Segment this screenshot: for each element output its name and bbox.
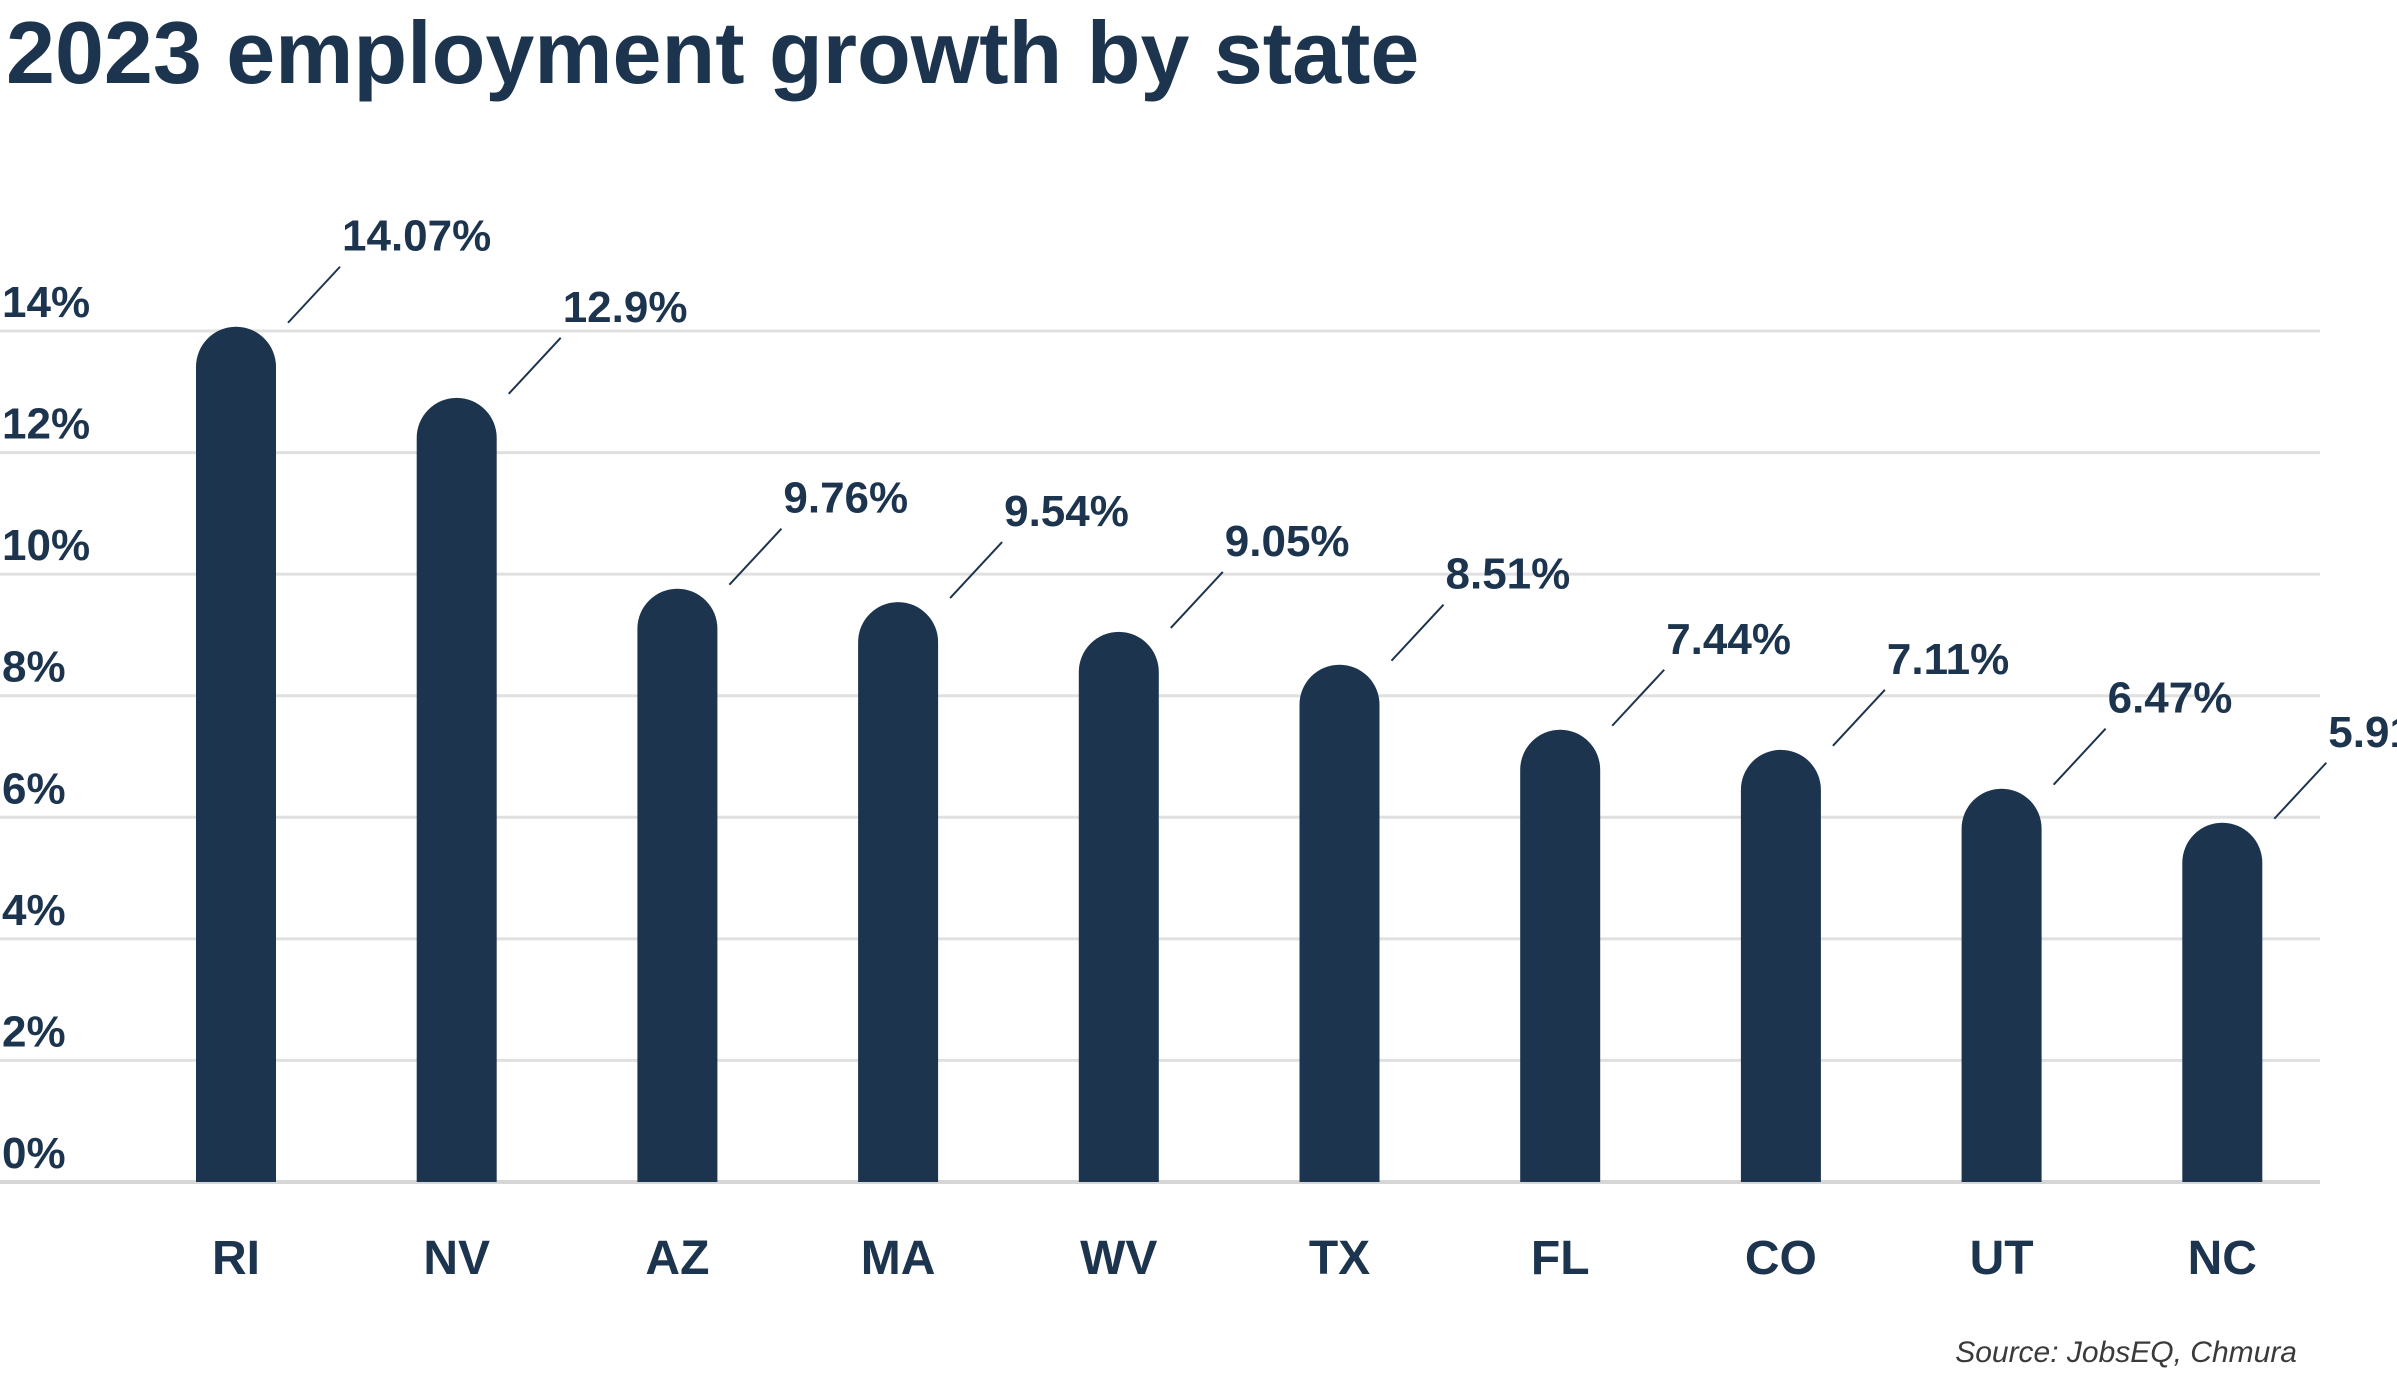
bar-ut <box>1961 788 2042 1182</box>
bar-ma <box>858 602 939 1182</box>
x-tick-label: MA <box>861 1232 936 1285</box>
x-tick-label: NV <box>423 1232 490 1285</box>
data-label: 9.76% <box>783 474 908 523</box>
x-tick-label: AZ <box>645 1232 709 1285</box>
leader-line <box>2052 728 2107 786</box>
bar-wv <box>1078 631 1159 1182</box>
bar-nc <box>2182 822 2263 1182</box>
bar-fl <box>1520 729 1601 1182</box>
gridlines <box>0 329 2320 1184</box>
data-label: 14.07% <box>342 212 491 261</box>
leader-line <box>507 337 562 395</box>
y-tick-label: 0% <box>2 1129 66 1178</box>
x-axis-ticks: RI NV AZ MA WV TX FL CO UT NC <box>212 1232 2257 1285</box>
x-tick-label: UT <box>1970 1232 2034 1285</box>
data-label: 8.51% <box>1446 550 1571 599</box>
bar-tx <box>1299 664 1380 1182</box>
x-tick-label: RI <box>212 1232 260 1285</box>
y-tick-label: 2% <box>2 1007 66 1056</box>
x-tick-label: CO <box>1745 1232 1817 1285</box>
x-tick-label: TX <box>1309 1232 1370 1285</box>
y-tick-label: 12% <box>2 400 90 449</box>
leader-line <box>949 541 1003 599</box>
leader-line <box>1832 689 1886 747</box>
y-tick-label: 6% <box>2 764 66 813</box>
bar-co <box>1740 749 1821 1182</box>
leader-line <box>728 528 783 586</box>
y-tick-label: 4% <box>2 886 66 935</box>
bar-ri <box>196 326 276 1182</box>
data-label: 5.91% <box>2328 708 2397 757</box>
leader-line <box>1611 669 1665 727</box>
leader-line <box>287 266 341 324</box>
data-label: 12.9% <box>563 283 688 332</box>
data-label: 6.47% <box>2108 674 2233 723</box>
bar-az <box>637 588 718 1182</box>
leader-line <box>1170 571 1224 629</box>
y-tick-label: 10% <box>2 521 90 570</box>
data-label: 7.11% <box>1887 635 2009 684</box>
leader-line <box>2273 762 2328 820</box>
x-tick-label: WV <box>1080 1232 1157 1285</box>
data-label: 7.44% <box>1666 615 1791 664</box>
x-tick-label: NC <box>2188 1232 2257 1285</box>
y-tick-label: 14% <box>2 278 90 327</box>
data-label: 9.05% <box>1225 517 1350 566</box>
bar-nv <box>416 397 497 1182</box>
leader-lines <box>287 266 2328 820</box>
data-label: 9.54% <box>1004 487 1129 536</box>
leader-line <box>1390 604 1445 662</box>
data-labels: 14.07% 12.9% 9.76% 9.54% 9.05% 8.51% 7.44% 7.11… <box>342 212 2397 757</box>
source-note: Source: JobsEQ, Chmura <box>1955 1336 2297 1369</box>
bars <box>196 326 2263 1182</box>
chart-title: 2023 employment growth by state <box>6 3 1420 102</box>
y-tick-label: 8% <box>2 643 66 692</box>
y-axis-ticks: 0% 2% 4% 6% 8% 10% 12% 14% <box>2 278 90 1178</box>
x-tick-label: FL <box>1531 1232 1590 1285</box>
